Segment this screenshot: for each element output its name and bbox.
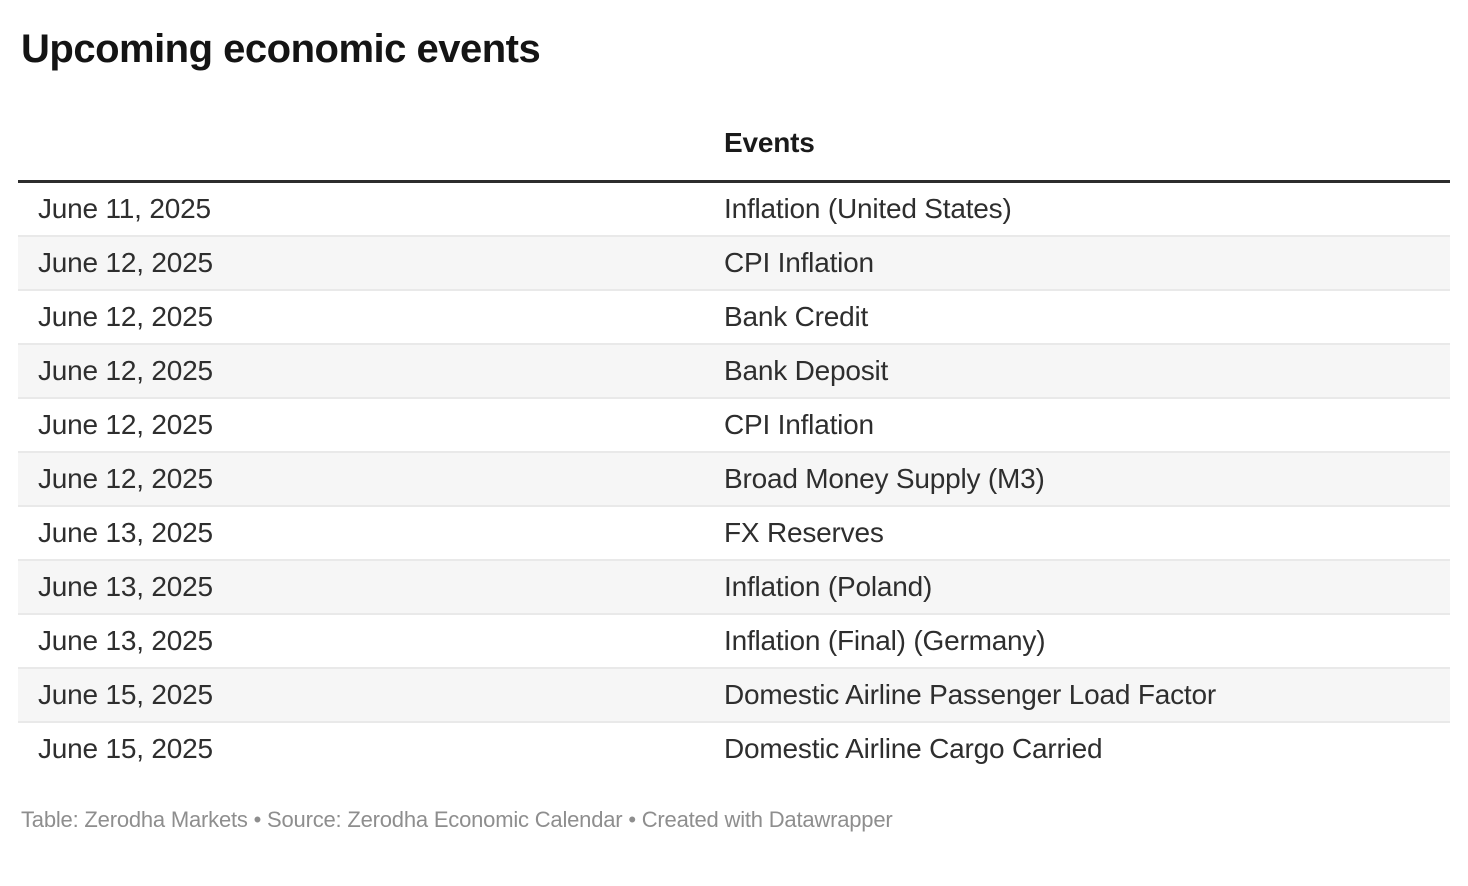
attribution-text: Table: Zerodha Markets • Source: Zerodha…: [21, 807, 893, 832]
date-cell: June 12, 2025: [38, 247, 213, 278]
date-cell: June 12, 2025: [38, 301, 213, 332]
date-cell: June 13, 2025: [38, 625, 213, 656]
column-header-events: Events: [704, 72, 1450, 183]
event-cell: Inflation (Poland): [724, 571, 933, 602]
page: { "header": { "title": "Upcoming economi…: [0, 26, 1468, 886]
table-row: June 13, 2025 Inflation (Final) (Germany…: [18, 614, 1450, 668]
event-cell: CPI Inflation: [724, 247, 874, 278]
event-cell: Bank Credit: [724, 301, 869, 332]
date-cell: June 12, 2025: [38, 463, 213, 494]
table-row: June 12, 2025 Bank Credit: [18, 290, 1450, 344]
chart-header: Upcoming economic events: [0, 26, 1468, 72]
date-cell: June 13, 2025: [38, 517, 213, 548]
table-body: June 11, 2025 Inflation (United States) …: [18, 182, 1450, 776]
date-cell: June 12, 2025: [38, 409, 213, 440]
header-row: Events: [18, 72, 1450, 183]
table-container: Events June 11, 2025 Inflation (United S…: [0, 72, 1468, 775]
page-title: Upcoming economic events: [21, 27, 541, 71]
date-cell: June 15, 2025: [38, 733, 213, 764]
event-cell: Inflation (Final) (Germany): [724, 625, 1046, 656]
table-row: June 15, 2025 Domestic Airline Passenger…: [18, 668, 1450, 722]
table-row: June 12, 2025 Bank Deposit: [18, 344, 1450, 398]
table-row: June 13, 2025 FX Reserves: [18, 506, 1450, 560]
date-cell: June 13, 2025: [38, 571, 213, 602]
table-row: June 13, 2025 Inflation (Poland): [18, 560, 1450, 614]
table-header: Events: [18, 72, 1450, 183]
event-cell: Domestic Airline Cargo Carried: [724, 733, 1103, 764]
table-row: June 12, 2025 CPI Inflation: [18, 236, 1450, 290]
event-cell: Inflation (United States): [724, 193, 1012, 224]
event-cell: Domestic Airline Passenger Load Factor: [724, 679, 1216, 710]
date-cell: June 12, 2025: [38, 355, 213, 386]
date-cell: June 11, 2025: [38, 193, 211, 224]
event-cell: Broad Money Supply (M3): [724, 463, 1045, 494]
events-table: Events June 11, 2025 Inflation (United S…: [18, 72, 1450, 775]
date-cell: June 15, 2025: [38, 679, 213, 710]
column-header-date: [18, 72, 704, 183]
table-row: June 15, 2025 Domestic Airline Cargo Car…: [18, 722, 1450, 775]
chart-footer: Table: Zerodha Markets • Source: Zerodha…: [0, 806, 1468, 835]
table-row: June 11, 2025 Inflation (United States): [18, 182, 1450, 237]
event-cell: FX Reserves: [724, 517, 884, 548]
event-cell: Bank Deposit: [724, 355, 889, 386]
event-cell: CPI Inflation: [724, 409, 874, 440]
table-row: June 12, 2025 CPI Inflation: [18, 398, 1450, 452]
table-row: June 12, 2025 Broad Money Supply (M3): [18, 452, 1450, 506]
